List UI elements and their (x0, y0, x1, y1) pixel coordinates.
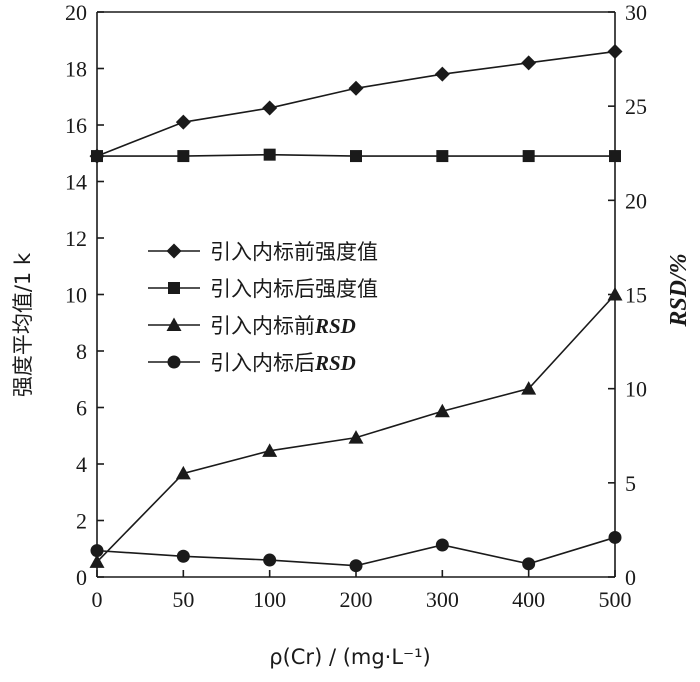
data-point-diamond (434, 66, 450, 82)
x-tick-label: 0 (92, 587, 103, 612)
legend-label: 引入内标后强度值 (210, 277, 378, 301)
data-point-circle (435, 538, 449, 552)
y-right-tick-label: 5 (625, 471, 636, 496)
y-left-tick-label: 20 (65, 0, 87, 25)
data-point-diamond (348, 80, 364, 96)
data-point-diamond (262, 100, 278, 116)
series-triangle (89, 287, 623, 568)
y-right-tick-label: 20 (625, 188, 647, 213)
series-layer (89, 44, 623, 573)
x-tick-label: 500 (599, 587, 632, 612)
data-point-circle (522, 557, 536, 571)
legend-marker-diamond (166, 243, 182, 259)
data-point-diamond (175, 114, 191, 130)
series-square (91, 148, 621, 163)
y-right-tick-label: 15 (625, 283, 647, 308)
legend-marker-square (168, 282, 180, 294)
y-left-tick-label: 0 (76, 565, 87, 590)
y-right-tick-label: 30 (625, 0, 647, 25)
y-left-tick-label: 2 (76, 509, 87, 534)
legend-entry: 引入内标前强度值 (148, 240, 378, 264)
data-point-circle (90, 544, 104, 558)
data-point-triangle (607, 287, 623, 301)
chart-axes (96, 11, 616, 578)
y-left-tick-label: 10 (65, 283, 87, 308)
data-point-triangle (89, 554, 105, 568)
x-tick-label: 300 (426, 587, 459, 612)
legend-entry: 引入内标后强度值 (148, 277, 378, 301)
y-left-tick-label: 8 (76, 339, 87, 364)
legend-label: 引入内标后RSD (210, 351, 356, 375)
y-right-tick-label: 0 (625, 565, 636, 590)
data-point-square (436, 150, 449, 163)
legend-marker-triangle (166, 317, 182, 331)
y-left-tick-label: 12 (65, 226, 87, 251)
y-axis-left-title: 强度平均值/1 k (11, 252, 35, 397)
data-point-square (263, 148, 276, 161)
y-axis-right-title: RSD/% (666, 253, 692, 327)
y-left-tick-label: 4 (76, 452, 87, 477)
data-point-triangle (175, 465, 191, 480)
x-tick-label: 100 (253, 587, 286, 612)
data-point-diamond (521, 55, 537, 71)
y-right-tick-label: 25 (625, 94, 647, 119)
series-diamond (89, 44, 623, 164)
data-point-square (522, 150, 535, 163)
data-point-triangle (521, 381, 537, 395)
y-left-tick-label: 14 (65, 170, 87, 195)
series-line (96, 50, 616, 157)
data-point-diamond (607, 44, 623, 60)
data-point-square (609, 150, 621, 163)
legend-label: 引入内标前RSD (210, 314, 356, 338)
data-point-triangle (434, 403, 450, 418)
legend-marker-circle (167, 355, 181, 369)
data-point-square (91, 150, 103, 163)
legend-label: 引入内标前强度值 (210, 240, 378, 264)
y-right-tick-label: 10 (625, 377, 647, 402)
y-left-tick-label: 6 (76, 396, 87, 421)
data-point-triangle (348, 430, 364, 444)
data-point-circle (349, 559, 363, 573)
x-tick-label: 50 (172, 587, 194, 612)
y-left-tick-label: 18 (65, 57, 87, 82)
data-point-circle (608, 530, 622, 544)
x-tick-label: 200 (340, 587, 373, 612)
data-point-circle (263, 553, 277, 567)
data-point-triangle (262, 443, 278, 457)
x-axis-title: ρ(Cr) / (mg·L⁻¹) (269, 645, 431, 669)
x-tick-label: 400 (512, 587, 545, 612)
series-circle (90, 530, 622, 573)
series-line (96, 293, 616, 563)
data-point-square (350, 150, 362, 163)
legend-entry: 引入内标后RSD (148, 351, 356, 375)
legend-entry: 引入内标前RSD (148, 314, 356, 338)
data-point-square (177, 150, 190, 163)
y-left-tick-label: 16 (65, 113, 87, 138)
data-point-circle (176, 549, 190, 563)
